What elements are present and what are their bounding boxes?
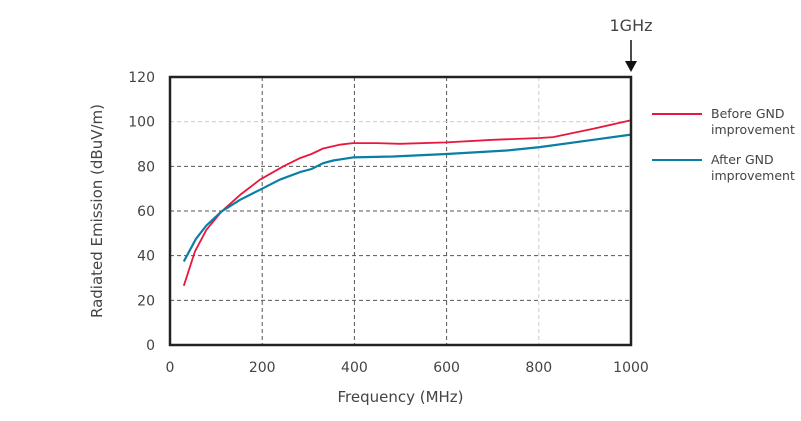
legend-label: improvement [711,168,795,183]
y-tick-label: 80 [137,159,155,175]
y-tick-label: 100 [128,115,155,131]
series-line-1 [182,133,632,263]
plot-frame [168,75,633,347]
x-tick-label: 800 [525,360,552,376]
legend-label: improvement [711,122,795,137]
x-axis-label: Frequency (MHz) [337,388,463,406]
y-tick-label: 20 [137,293,155,309]
legend-swatch-before [652,113,702,115]
legend-swatch-after [652,159,702,161]
x-tick-label: 400 [341,360,368,376]
y-tick-label: 0 [146,338,155,354]
annotation-arrow-head [625,61,637,72]
y-tick-label: 120 [128,70,155,86]
legend-label: Before GND [711,106,785,121]
y-axis-label: Radiated Emission (dBuV/m) [88,104,106,318]
x-tick-label: 600 [433,360,460,376]
x-tick-label: 0 [166,360,175,376]
legend-label: After GND [711,152,774,167]
y-tick-label: 60 [137,204,155,220]
series-line-0 [182,119,632,287]
x-tick-label: 200 [249,360,276,376]
x-tick-label: 1000 [613,360,649,376]
y-tick-label: 40 [137,249,155,265]
annotation-label: 1GHz [609,16,652,35]
